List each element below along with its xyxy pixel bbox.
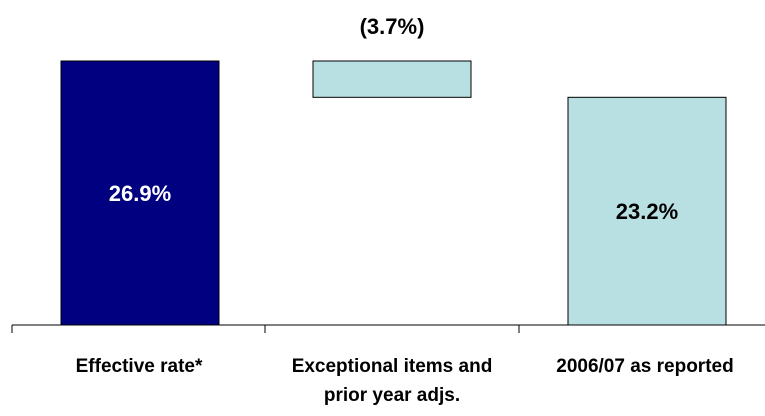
data-label-exceptional-items: (3.7%) <box>360 14 425 39</box>
data-label-as-reported: 23.2% <box>616 199 678 224</box>
category-label-line: prior year adjs. <box>324 385 460 406</box>
category-labels-group: Effective rate* Exceptional items and prio… <box>76 356 734 406</box>
category-label-line: 2006/07 as reported <box>556 356 733 377</box>
data-labels-group: 26.9% (3.7%) 23.2% <box>109 14 678 224</box>
x-axis <box>11 324 765 333</box>
bar-effective-rate <box>60 60 220 326</box>
category-label-line: Effective rate* <box>76 356 203 377</box>
data-label-effective-rate: 26.9% <box>109 181 171 206</box>
bar-as-reported <box>567 96 727 326</box>
category-label-exceptional-items: Exceptional items and prior year adjs. <box>292 356 493 406</box>
category-label-as-reported: 2006/07 as reported <box>556 356 733 377</box>
category-label-effective-rate: Effective rate* <box>76 356 203 377</box>
category-label-line: Exceptional items and <box>292 356 493 377</box>
bar-exceptional-items <box>312 60 472 98</box>
bars-group <box>60 60 727 326</box>
